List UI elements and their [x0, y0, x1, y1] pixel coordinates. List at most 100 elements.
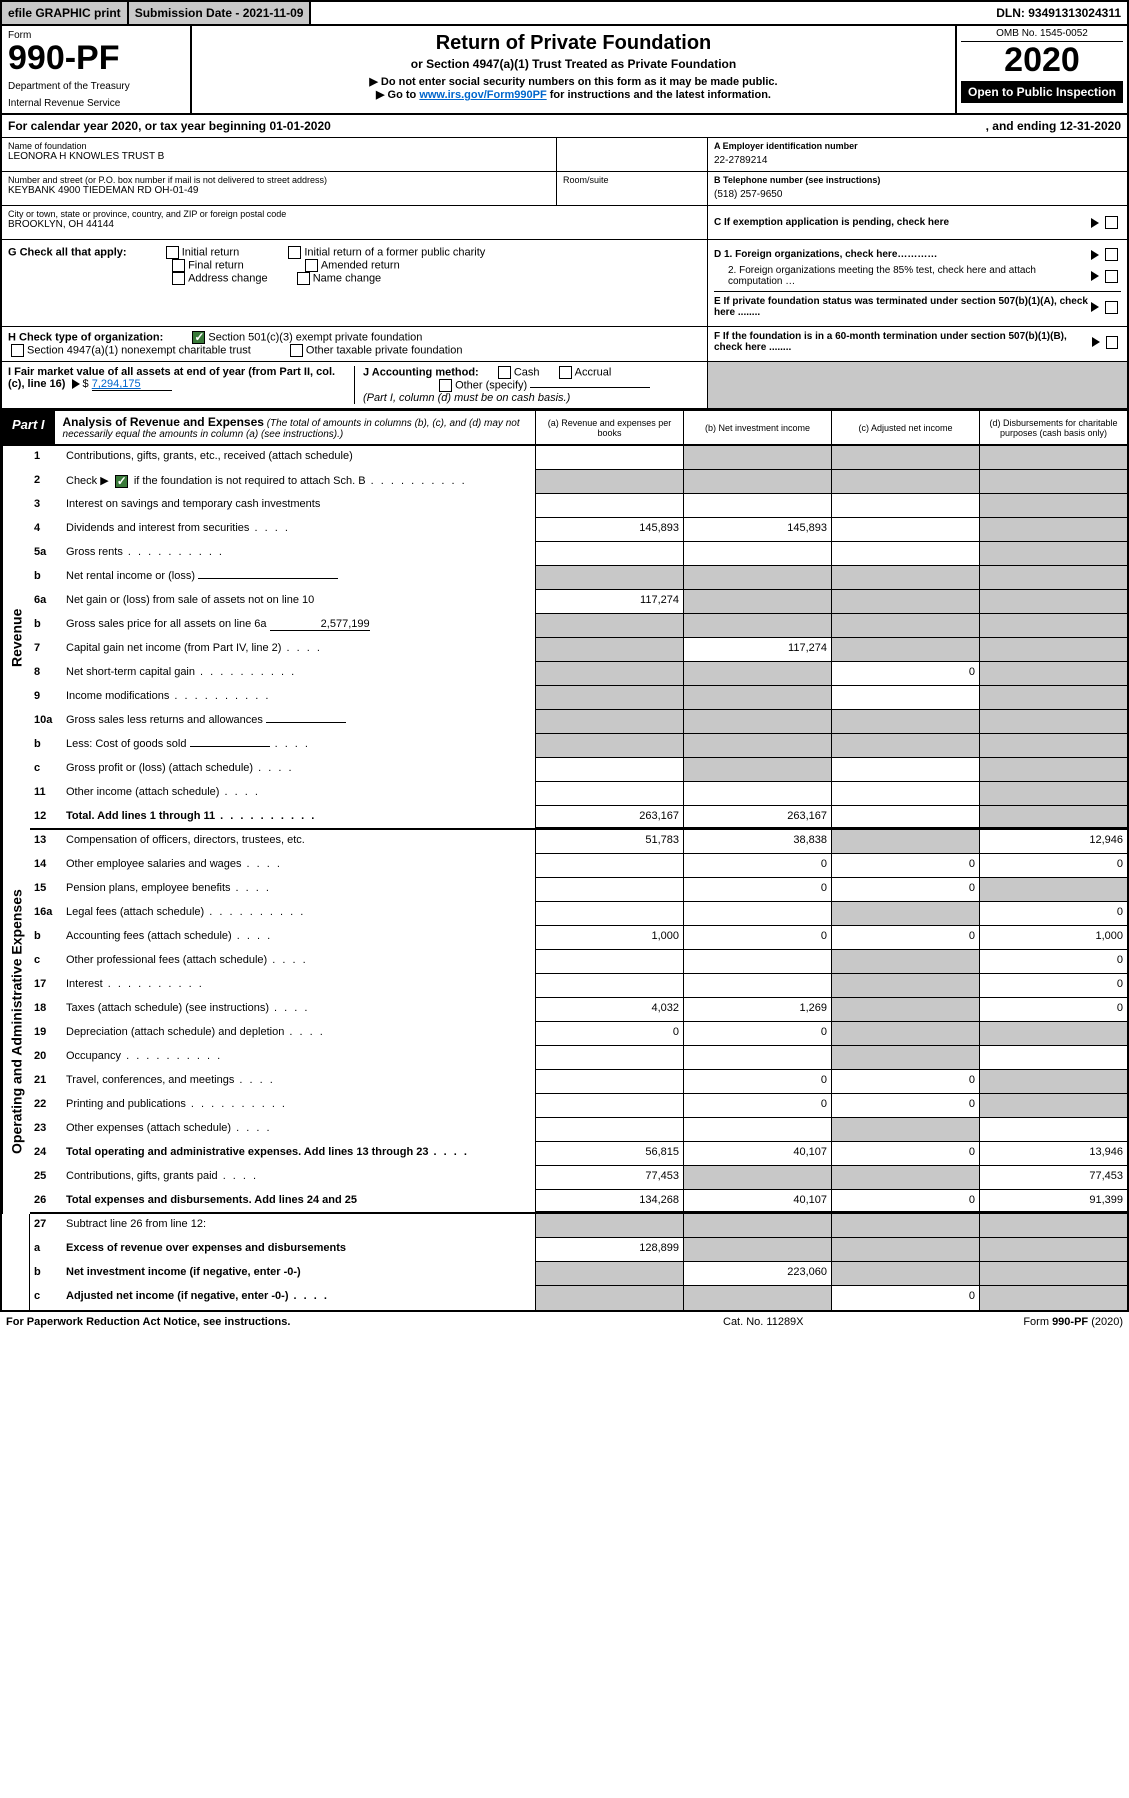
- c-checkbox[interactable]: [1105, 216, 1118, 229]
- row-num: 5a: [30, 542, 64, 566]
- j-other: Other (specify): [455, 379, 527, 391]
- col-a-head: (a) Revenue and expenses per books: [535, 411, 683, 444]
- row-label: Less: Cost of goods sold: [64, 734, 535, 758]
- j-accrual-checkbox[interactable]: [559, 366, 572, 379]
- g-block: G Check all that apply: Initial return I…: [0, 240, 1129, 327]
- j-col: J Accounting method: Cash Accrual Other …: [354, 366, 701, 404]
- efile-label[interactable]: efile GRAPHIC print: [2, 2, 129, 24]
- cell-c: [831, 782, 979, 806]
- h-opt3: Other taxable private foundation: [306, 344, 463, 356]
- row-label: Other professional fees (attach schedule…: [64, 950, 535, 974]
- row-num: 24: [30, 1142, 64, 1166]
- revenue-side-label: Revenue: [2, 446, 30, 830]
- row-label: Printing and publications: [64, 1094, 535, 1118]
- j-accrual: Accrual: [575, 366, 612, 378]
- arrow-icon: [1091, 250, 1099, 260]
- row-label: Depreciation (attach schedule) and deple…: [64, 1022, 535, 1046]
- g-namechange-checkbox[interactable]: [297, 272, 310, 285]
- cell-d: 13,946: [979, 1142, 1127, 1166]
- cell-c: 0: [831, 926, 979, 950]
- row-label: Net short-term capital gain: [64, 662, 535, 686]
- cell-a: [535, 902, 683, 926]
- row-label: Adjusted net income (if negative, enter …: [64, 1286, 535, 1310]
- cell-a: [535, 470, 683, 494]
- city-value: BROOKLYN, OH 44144: [8, 219, 701, 230]
- g-initial-checkbox[interactable]: [166, 246, 179, 259]
- form-number: 990-PF: [8, 41, 184, 75]
- address-cell: Number and street (or P.O. box number if…: [2, 172, 557, 206]
- f-checkbox[interactable]: [1106, 336, 1118, 349]
- cell-b: 0: [683, 854, 831, 878]
- j-cash: Cash: [514, 366, 540, 378]
- d1-checkbox[interactable]: [1105, 248, 1118, 261]
- cell-c: 0: [831, 854, 979, 878]
- j-other-line: [530, 387, 650, 388]
- row-num: 18: [30, 998, 64, 1022]
- r5b-text: Net rental income or (loss): [66, 570, 195, 582]
- g-former-checkbox[interactable]: [288, 246, 301, 259]
- h-4947-checkbox[interactable]: [11, 344, 24, 357]
- cell-d: [979, 782, 1127, 806]
- g-opt-4: Amended return: [321, 259, 400, 271]
- h-other-checkbox[interactable]: [290, 344, 303, 357]
- r2-post: if the foundation is not required to att…: [131, 475, 366, 487]
- cell-b: 263,167: [683, 806, 831, 828]
- cell-b: [683, 446, 831, 470]
- row-label: Taxes (attach schedule) (see instruction…: [64, 998, 535, 1022]
- omb-number: OMB No. 1545-0052: [961, 28, 1123, 42]
- cell-c: [831, 806, 979, 828]
- cell-c: 0: [831, 878, 979, 902]
- e-checkbox[interactable]: [1105, 301, 1118, 314]
- row-label: Contributions, gifts, grants paid: [64, 1166, 535, 1190]
- row-label: Occupancy: [64, 1046, 535, 1070]
- row-num: b: [30, 734, 64, 758]
- row-label: Net rental income or (loss): [64, 566, 535, 590]
- h-501c3-checkbox[interactable]: [192, 331, 205, 344]
- cell-d: [979, 638, 1127, 662]
- arrow-icon: [1091, 302, 1099, 312]
- cell-d: [979, 614, 1127, 638]
- row-num: b: [30, 926, 64, 950]
- i-j-block: I Fair market value of all assets at end…: [0, 362, 1129, 410]
- cell-c: [831, 494, 979, 518]
- row-label: Income modifications: [64, 686, 535, 710]
- phone-label: B Telephone number (see instructions): [714, 175, 1121, 185]
- j-other-checkbox[interactable]: [439, 379, 452, 392]
- expenses-side-label: Operating and Administrative Expenses: [2, 830, 30, 1214]
- cell-a: 134,268: [535, 1190, 683, 1212]
- cell-b: [683, 734, 831, 758]
- cell-a: [535, 1070, 683, 1094]
- j-cash-checkbox[interactable]: [498, 366, 511, 379]
- i-value-link[interactable]: 7,294,175: [92, 378, 172, 391]
- irs-link[interactable]: www.irs.gov/Form990PF: [419, 89, 546, 101]
- g-amended-checkbox[interactable]: [305, 259, 318, 272]
- f-label: F If the foundation is in a 60-month ter…: [714, 331, 1089, 353]
- cell-d: [979, 806, 1127, 828]
- schb-checkbox[interactable]: [115, 475, 128, 488]
- r10b-text: Less: Cost of goods sold: [66, 738, 186, 750]
- row-label: Check ▶ if the foundation is not require…: [64, 470, 535, 494]
- row-num: 10a: [30, 710, 64, 734]
- row-label: Gross sales price for all assets on line…: [64, 614, 535, 638]
- arrow-icon: [1092, 337, 1100, 347]
- form-subtitle: or Section 4947(a)(1) Trust Treated as P…: [202, 57, 945, 71]
- cell-d: [979, 494, 1127, 518]
- cell-d: 0: [979, 950, 1127, 974]
- part1-desc: Analysis of Revenue and Expenses (The to…: [55, 411, 535, 444]
- g-address-checkbox[interactable]: [172, 272, 185, 285]
- row-num: 15: [30, 878, 64, 902]
- d2-checkbox[interactable]: [1105, 270, 1118, 283]
- cell-c: 0: [831, 1094, 979, 1118]
- topbar-spacer: [311, 2, 990, 24]
- h-opt1: Section 501(c)(3) exempt private foundat…: [208, 331, 422, 343]
- g-opt-1: Final return: [188, 259, 244, 271]
- g-left: G Check all that apply: Initial return I…: [2, 240, 707, 326]
- cell-c: 0: [831, 662, 979, 686]
- g-final-checkbox[interactable]: [172, 259, 185, 272]
- cell-c: [831, 734, 979, 758]
- footer-left: For Paperwork Reduction Act Notice, see …: [6, 1316, 723, 1328]
- cell-c: [831, 590, 979, 614]
- cell-a: [535, 734, 683, 758]
- cell-a: 117,274: [535, 590, 683, 614]
- cell-d: [979, 758, 1127, 782]
